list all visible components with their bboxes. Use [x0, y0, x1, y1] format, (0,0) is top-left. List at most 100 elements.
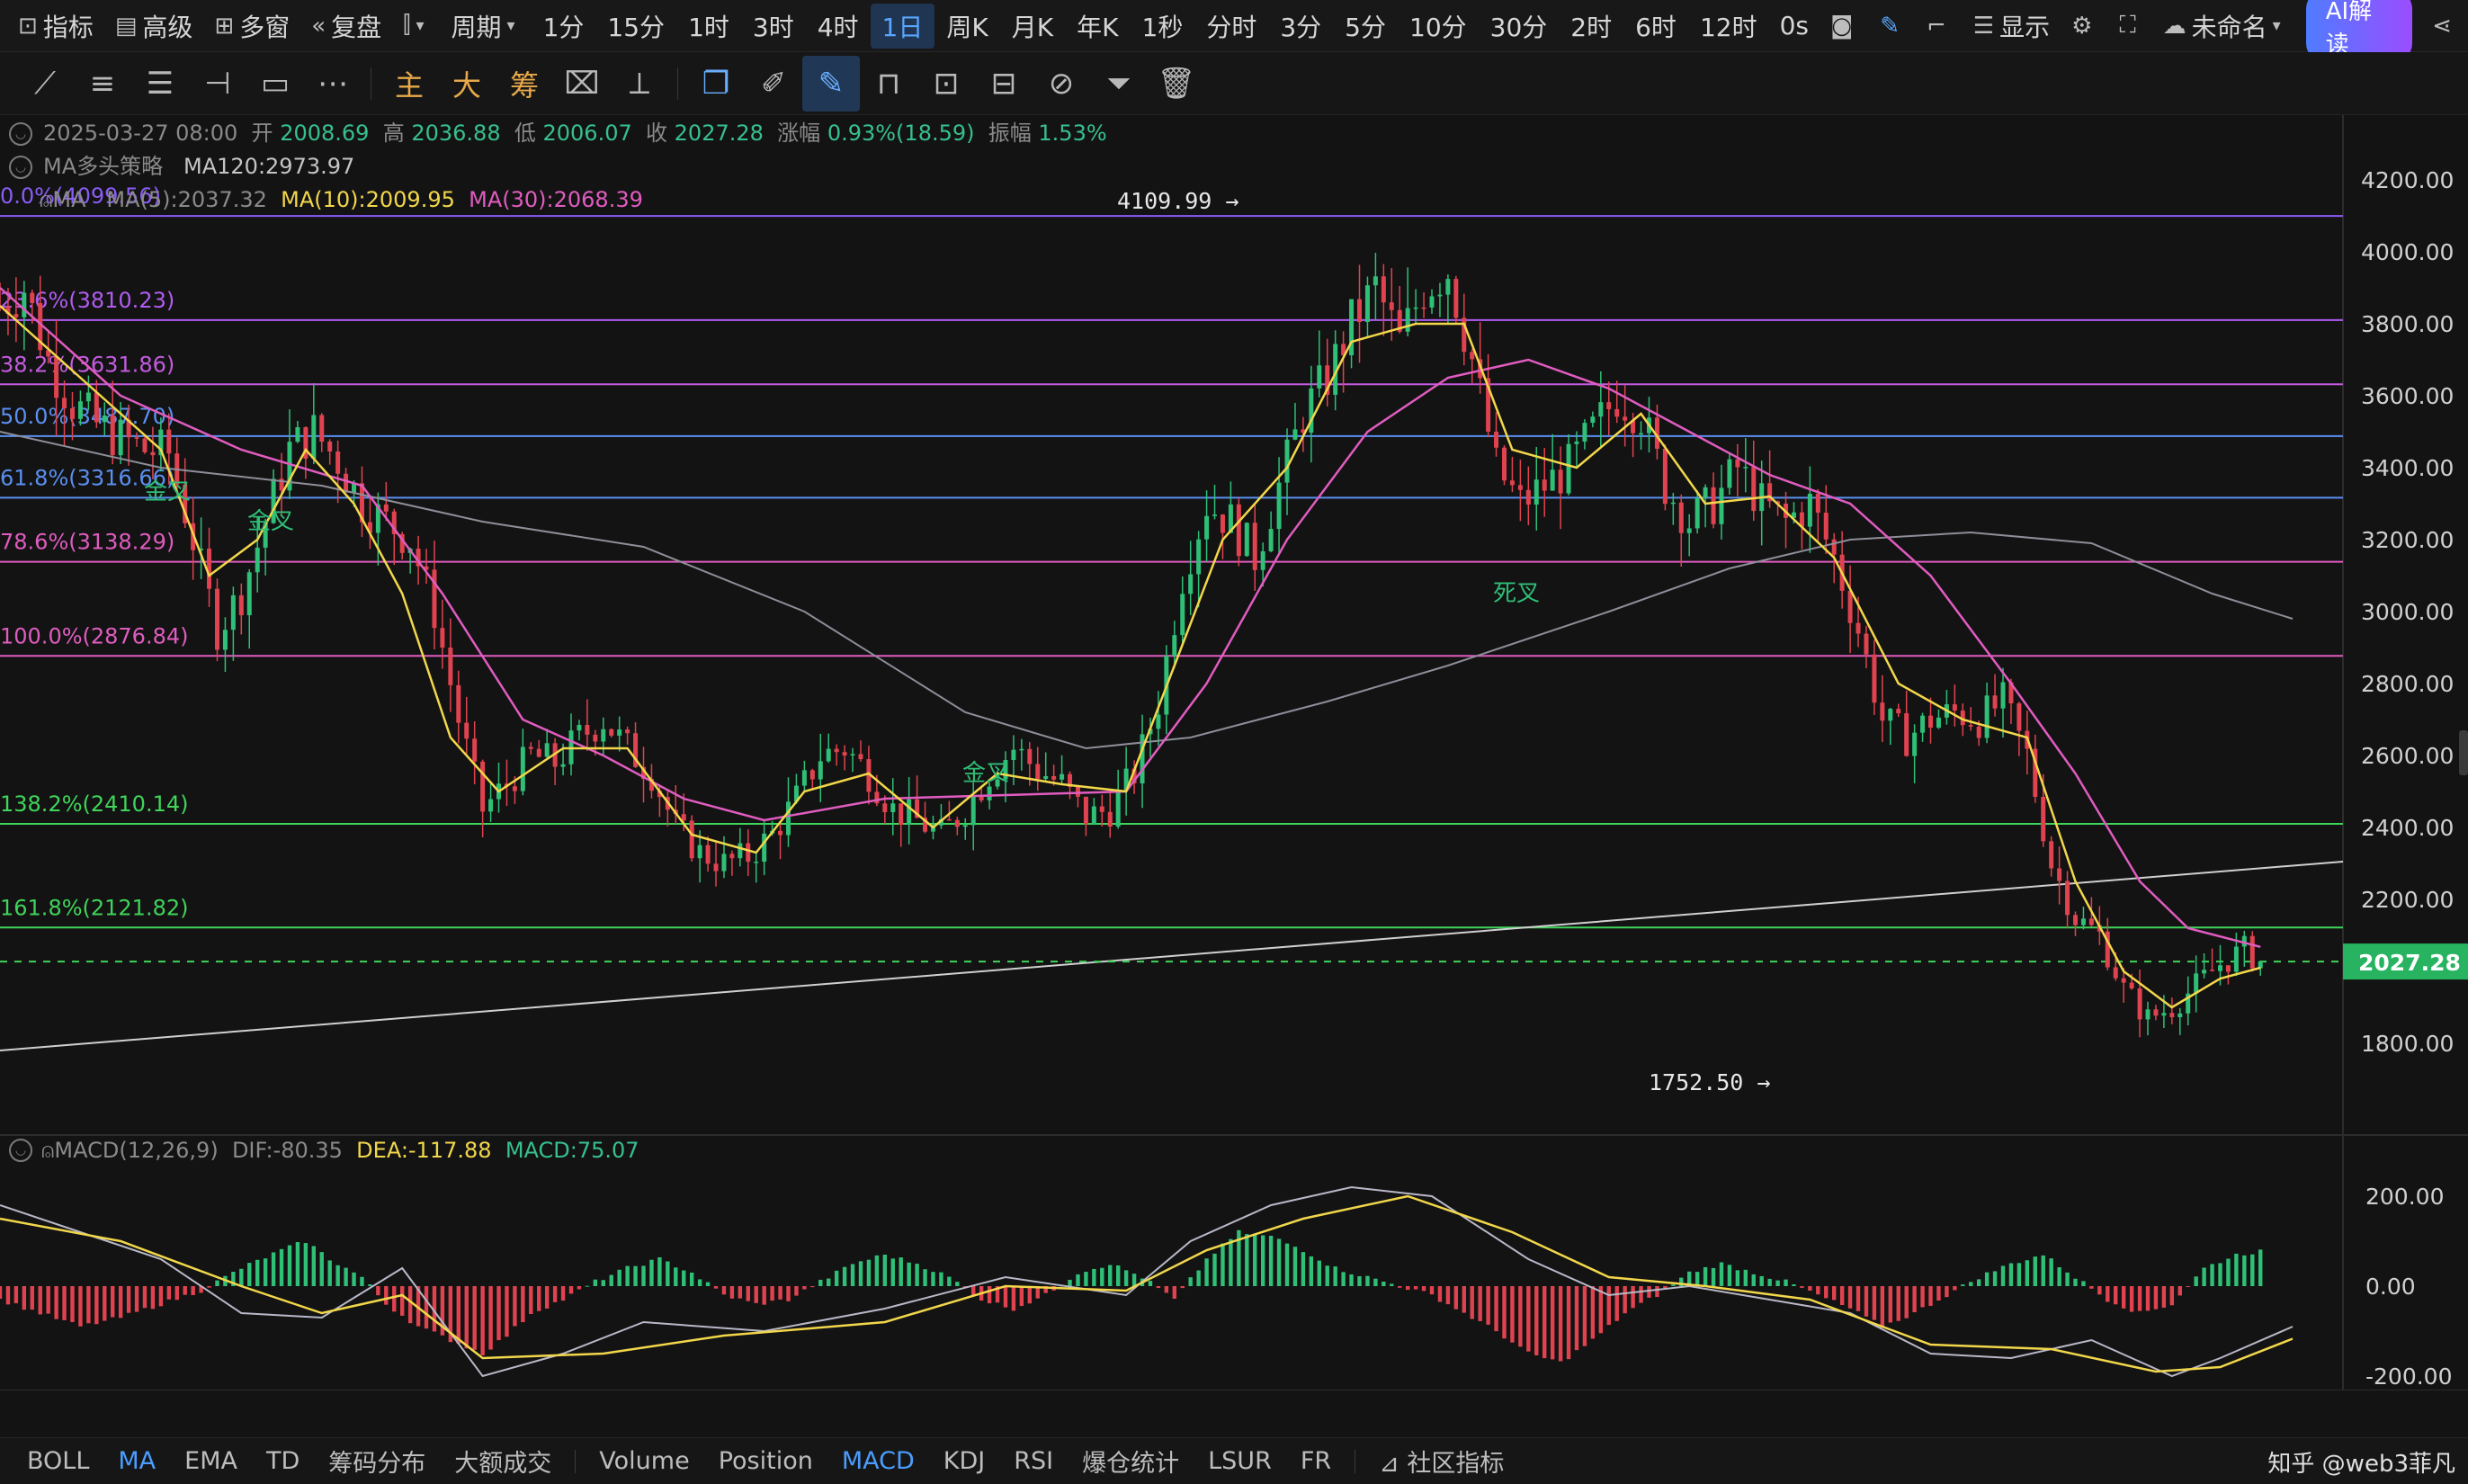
eraser-icon[interactable]: ✐ — [760, 65, 787, 102]
main-indicator-2[interactable]: EMA — [184, 1447, 237, 1475]
sub-indicator-0[interactable]: Volume — [599, 1447, 690, 1475]
timeframe-5[interactable]: 1日 — [870, 3, 935, 49]
candle — [1912, 724, 1918, 783]
timeframe-4[interactable]: 4时 — [817, 12, 859, 42]
macd-bar — [1582, 1286, 1587, 1346]
chart-type-button[interactable]: ⫿ ▾ — [392, 0, 440, 52]
main-indicator-5[interactable]: 大额成交 — [454, 1450, 552, 1478]
sub-indicator-2[interactable]: MACD — [841, 1447, 915, 1475]
timeframe-8[interactable]: 年K — [1077, 12, 1119, 42]
fullscreen-icon[interactable]: ⛶ — [2119, 12, 2136, 39]
main-indicator-1[interactable]: MA — [118, 1447, 156, 1475]
main-indicator-0[interactable]: BOLL — [27, 1447, 90, 1475]
eye-icon[interactable]: ◡ — [9, 155, 32, 179]
advanced-button[interactable]: ▤ 高级 — [114, 12, 193, 42]
camera-icon[interactable]: ◙ — [1829, 12, 1854, 40]
community-indicators-button[interactable]: ⊿ 社区指标 — [1379, 1450, 1505, 1478]
candle — [1880, 675, 1885, 743]
display-button[interactable]: ☰ 显示 — [1972, 12, 2051, 42]
copy-icon[interactable]: ❐ — [702, 65, 730, 102]
rectangle-tool-icon[interactable]: ▭ — [260, 65, 291, 102]
replay-button[interactable]: «复盘 — [311, 12, 382, 42]
list-icon: ☰ — [1972, 12, 1995, 40]
candle — [609, 728, 614, 738]
candle — [1501, 445, 1507, 486]
macd-bar — [633, 1265, 638, 1286]
share-icon[interactable]: ⋖ — [2432, 12, 2452, 40]
eye-icon[interactable]: ◡ — [9, 121, 32, 146]
magnet-icon[interactable]: ⊓ — [876, 65, 901, 102]
period-dropdown[interactable]: 周期 ▾ — [451, 12, 515, 42]
lock-icon[interactable]: ⊡ — [933, 65, 960, 102]
sub-indicator-3[interactable]: KDJ — [943, 1447, 986, 1475]
ma10-line — [0, 305, 2261, 1009]
timeframe-15[interactable]: 2时 — [1570, 12, 1613, 42]
timeframe-17[interactable]: 12时 — [1699, 12, 1757, 42]
multi-window-button[interactable]: ⊞ 多窗 — [214, 12, 291, 42]
crop-icon[interactable]: ⌐ — [1927, 12, 1946, 40]
sub-indicator-5[interactable]: 爆仓统计 — [1082, 1450, 1180, 1478]
price-chart[interactable]: 0.0%(4099.56)23.6%(3810.23)38.2%(3631.86… — [0, 115, 2468, 1390]
candle — [1896, 703, 1901, 718]
candle — [1743, 437, 1748, 493]
measure-tool-icon[interactable]: ⟂ — [629, 65, 650, 102]
macd-bar — [456, 1286, 461, 1344]
timeframe-6[interactable]: 周K — [946, 12, 988, 42]
macd-bar — [705, 1282, 711, 1286]
candle — [1284, 428, 1290, 515]
sub-indicator-6[interactable]: LSUR — [1208, 1447, 1272, 1475]
note-icon[interactable]: ⊟ — [990, 65, 1017, 102]
big-order-button[interactable]: 大 — [452, 67, 481, 103]
macd-bar — [794, 1286, 799, 1296]
timeframe-9[interactable]: 1秒 — [1141, 12, 1184, 42]
timeframe-11[interactable]: 3分 — [1280, 12, 1322, 42]
trendline-tool-icon[interactable]: ⟋ — [34, 65, 56, 102]
timeframe-13[interactable]: 10分 — [1409, 12, 1467, 42]
indicator-button[interactable]: ⊡ 指标 — [18, 12, 94, 42]
bell-icon[interactable]: ⍝ — [41, 1138, 55, 1163]
eye-icon[interactable]: ◡ — [9, 1139, 32, 1162]
timeframe-16[interactable]: 6时 — [1635, 12, 1677, 42]
candle — [199, 517, 204, 579]
cloud-layout-button[interactable]: ☁ 未命名 ▾ — [2162, 12, 2281, 42]
bell-icon[interactable]: ⍝ — [40, 187, 53, 212]
timeframe-7[interactable]: 月K — [1011, 12, 1054, 42]
timeframe-10[interactable]: 分时 — [1206, 12, 1257, 42]
candle — [214, 578, 219, 662]
macd-bar — [1100, 1267, 1104, 1286]
macd-bar — [1695, 1272, 1700, 1286]
candle — [1268, 511, 1274, 553]
macd-bar — [505, 1286, 509, 1337]
timeframe-1[interactable]: 15分 — [607, 12, 666, 42]
chip-button[interactable]: 筹 — [509, 67, 539, 103]
settings-gear-icon[interactable]: ⚙ — [2071, 12, 2093, 40]
draw-mode-icon[interactable]: ✎ — [802, 55, 860, 112]
macd-bar — [1333, 1266, 1337, 1286]
sub-indicator-4[interactable]: RSI — [1014, 1447, 1054, 1475]
main-indicator-3[interactable]: TD — [265, 1447, 300, 1475]
macd-bar — [54, 1286, 58, 1319]
channel-tool-icon[interactable]: ☰ — [146, 65, 174, 102]
horizontal-line-tool-icon[interactable]: ⊣ — [204, 65, 231, 102]
timeframe-3[interactable]: 3时 — [752, 12, 794, 42]
divider — [677, 67, 678, 100]
timeframe-0[interactable]: 1分 — [542, 12, 585, 42]
candle — [1703, 484, 1708, 528]
timeframe-2[interactable]: 1时 — [688, 12, 729, 42]
pen-icon[interactable]: ✎ — [1880, 12, 1900, 40]
timeframe-14[interactable]: 30分 — [1489, 12, 1548, 42]
sub-indicator-1[interactable]: Position — [718, 1447, 813, 1475]
more-tools-icon[interactable]: ⋯ — [317, 65, 348, 102]
timeframe-12[interactable]: 5分 — [1345, 12, 1386, 42]
filter-icon[interactable]: ⏷ — [1106, 65, 1131, 102]
main-indicator-button[interactable]: 主 — [394, 67, 424, 103]
candle — [2049, 836, 2054, 877]
macd-bar — [609, 1274, 613, 1286]
main-indicator-4[interactable]: 筹码分布 — [328, 1450, 426, 1478]
trash-icon[interactable]: 🗑 — [1157, 65, 1196, 102]
candle — [601, 717, 606, 757]
parallel-lines-tool-icon[interactable]: ≡ — [89, 65, 116, 102]
edit-tool-icon[interactable]: ⌧ — [564, 65, 600, 102]
hide-icon[interactable]: ⊘ — [1048, 65, 1075, 102]
sub-indicator-7[interactable]: FR — [1300, 1447, 1332, 1475]
